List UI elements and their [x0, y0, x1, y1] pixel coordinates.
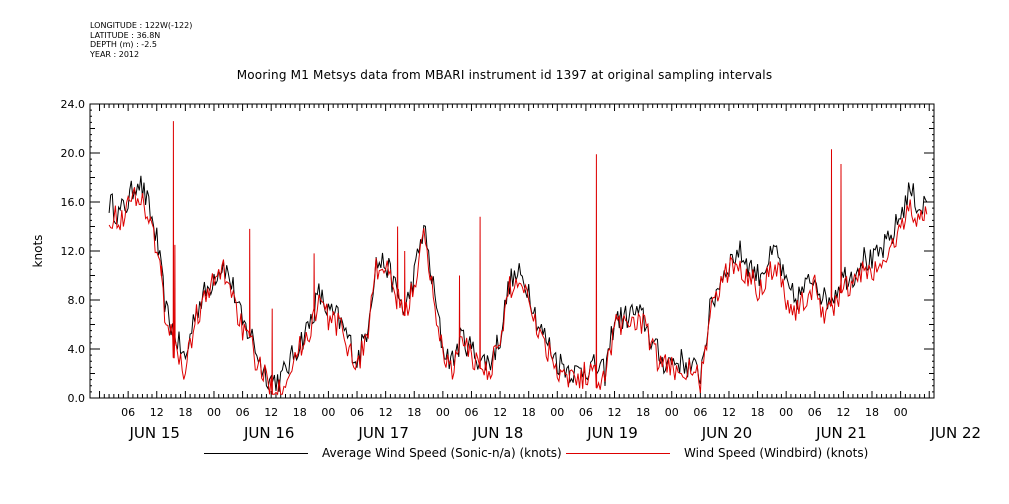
x-day-label: JUN 22 [930, 424, 981, 442]
x-hour-tick-label: 06 [464, 406, 478, 419]
x-day-label: JUN 21 [815, 424, 866, 442]
x-hour-tick-label: 18 [751, 406, 765, 419]
x-hour-tick-label: 12 [608, 406, 622, 419]
x-hour-tick-label: 18 [407, 406, 421, 419]
x-hour-tick-label: 18 [636, 406, 650, 419]
series-line-average-wind [108, 175, 928, 392]
x-hour-tick-label: 18 [865, 406, 879, 419]
x-day-label: JUN 17 [357, 424, 408, 442]
y-tick-label: 0.0 [68, 392, 86, 405]
x-hour-tick-label: 06 [808, 406, 822, 419]
plot-frame [89, 103, 935, 399]
x-hour-tick-label: 12 [379, 406, 393, 419]
x-hour-tick-label: 12 [150, 406, 164, 419]
x-hour-tick-label: 00 [436, 406, 450, 419]
x-hour-tick-label: 06 [350, 406, 364, 419]
x-hour-tick-label: 18 [522, 406, 536, 419]
y-tick-label: 24.0 [61, 98, 86, 111]
x-hour-tick-label: 06 [693, 406, 707, 419]
x-hour-tick-label: 12 [493, 406, 507, 419]
series-line-windbird [108, 121, 928, 396]
x-day-label: JUN 20 [701, 424, 752, 442]
x-day-label: JUN 19 [586, 424, 637, 442]
legend-line-black [204, 453, 308, 454]
year-line: YEAR : 2012 [90, 49, 140, 59]
y-tick-label: 20.0 [61, 147, 86, 160]
y-tick-label: 4.0 [68, 343, 86, 356]
chart-title: Mooring M1 Metsys data from MBARI instru… [236, 68, 773, 82]
x-hour-tick-label: 18 [293, 406, 307, 419]
y-axis-label: knots [31, 235, 45, 268]
latitude-line: LATITUDE : 36.8N [90, 30, 161, 40]
x-hour-tick-label: 12 [722, 406, 736, 419]
y-tick-label: 16.0 [61, 196, 86, 209]
legend-item-average-wind: Average Wind Speed (Sonic-n/a) (knots) [204, 446, 562, 460]
x-hour-tick-label: 18 [178, 406, 192, 419]
x-hour-tick-label: 06 [236, 406, 250, 419]
x-hour-tick-label: 12 [836, 406, 850, 419]
x-hour-tick-label: 00 [894, 406, 908, 419]
legend-label-windbird: Wind Speed (Windbird) (knots) [684, 446, 869, 460]
x-day-label: JUN 18 [472, 424, 523, 442]
y-tick-label: 8.0 [68, 294, 86, 307]
metadata-block: LONGITUDE : 122W(-122) LATITUDE : 36.8N … [90, 21, 192, 59]
legend-item-windbird: Wind Speed (Windbird) (knots) [566, 446, 868, 460]
x-day-label: JUN 15 [129, 424, 180, 442]
x-hour-tick-label: 06 [579, 406, 593, 419]
x-hour-tick-label: 06 [121, 406, 135, 419]
x-day-label: JUN 16 [243, 424, 294, 442]
x-hour-tick-label: 00 [207, 406, 221, 419]
y-tick-label: 12.0 [61, 245, 86, 258]
legend-label-average-wind: Average Wind Speed (Sonic-n/a) (knots) [322, 446, 562, 460]
depth-line: DEPTH (m) : -2.5 [90, 40, 157, 49]
x-hour-tick-label: 00 [665, 406, 679, 419]
legend-line-red [566, 453, 670, 454]
x-hour-tick-label: 00 [321, 406, 335, 419]
x-hour-tick-label: 12 [264, 406, 278, 419]
x-hour-tick-label: 00 [779, 406, 793, 419]
longitude-line: LONGITUDE : 122W(-122) [90, 21, 193, 30]
x-hour-tick-label: 00 [550, 406, 564, 419]
